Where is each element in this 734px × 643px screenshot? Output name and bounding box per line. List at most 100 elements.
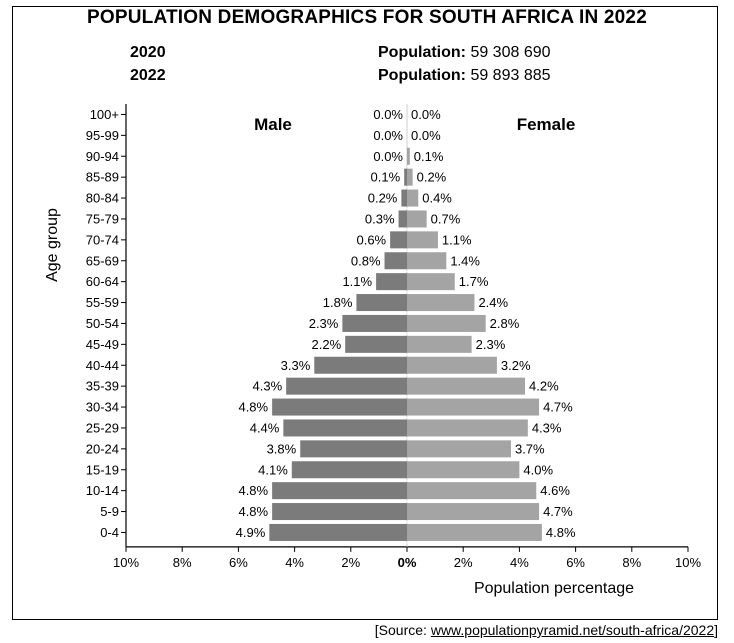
source-citation: [Source: www.populationpyramid.net/south… bbox=[375, 622, 718, 638]
series-label-female: Female bbox=[517, 115, 576, 134]
male-bar bbox=[404, 168, 407, 186]
x-tick-label: 8% bbox=[622, 555, 641, 570]
male-bar bbox=[269, 523, 407, 541]
y-tick-label: 35-39 bbox=[86, 379, 119, 394]
male-value-label: 2.3% bbox=[309, 316, 339, 331]
x-tick-label: 4% bbox=[285, 555, 304, 570]
male-bar bbox=[291, 461, 407, 479]
male-value-label: 4.4% bbox=[250, 420, 280, 435]
year-2020: 2020 bbox=[130, 44, 166, 61]
x-tick-label: 4% bbox=[510, 555, 529, 570]
female-bar bbox=[407, 440, 511, 458]
female-value-label: 3.7% bbox=[515, 441, 545, 456]
female-value-label: 4.7% bbox=[543, 504, 573, 519]
male-value-label: 4.3% bbox=[253, 379, 283, 394]
female-value-label: 4.3% bbox=[532, 420, 562, 435]
y-tick-label: 40-44 bbox=[86, 358, 119, 373]
x-tick-label: 0% bbox=[398, 555, 417, 570]
female-bar bbox=[407, 503, 540, 521]
source-suffix: ] bbox=[714, 622, 718, 638]
male-value-label: 0.0% bbox=[373, 128, 403, 143]
female-bar bbox=[407, 335, 472, 353]
male-bar bbox=[283, 419, 407, 437]
y-tick-label: 70-74 bbox=[86, 232, 119, 247]
source-link[interactable]: www.populationpyramid.net/south-africa/2… bbox=[430, 622, 715, 638]
female-value-label: 0.4% bbox=[422, 191, 452, 206]
male-value-label: 3.8% bbox=[267, 441, 297, 456]
male-value-label: 0.3% bbox=[365, 211, 395, 226]
y-axis-title: Age group bbox=[44, 208, 61, 282]
male-bar bbox=[272, 398, 407, 416]
male-bar bbox=[401, 189, 407, 207]
female-value-label: 4.7% bbox=[543, 400, 573, 415]
female-value-label: 3.2% bbox=[501, 358, 531, 373]
male-bar bbox=[272, 482, 407, 500]
male-bar bbox=[342, 314, 407, 332]
female-bar bbox=[407, 461, 520, 479]
male-bar bbox=[384, 252, 407, 270]
population-value: 59 893 885 bbox=[470, 67, 551, 84]
female-bar bbox=[407, 523, 542, 541]
chart-frame bbox=[12, 6, 718, 620]
female-bar bbox=[407, 147, 410, 165]
x-tick-label: 10% bbox=[113, 555, 139, 570]
male-value-label: 0.0% bbox=[373, 149, 403, 164]
x-tick-label: 6% bbox=[566, 555, 585, 570]
x-tick-label: 6% bbox=[229, 555, 248, 570]
female-bar bbox=[407, 377, 526, 395]
y-tick-label: 75-79 bbox=[86, 211, 119, 226]
male-value-label: 2.2% bbox=[312, 337, 342, 352]
female-value-label: 0.7% bbox=[431, 211, 461, 226]
male-bar bbox=[300, 440, 407, 458]
female-value-label: 4.8% bbox=[546, 525, 576, 540]
male-value-label: 0.0% bbox=[373, 107, 403, 122]
y-tick-label: 60-64 bbox=[86, 274, 119, 289]
y-tick-label: 20-24 bbox=[86, 441, 119, 456]
y-tick-label: 0-4 bbox=[100, 525, 119, 540]
year-2022: 2022 bbox=[130, 67, 166, 84]
male-value-label: 4.8% bbox=[238, 504, 268, 519]
y-tick-label: 55-59 bbox=[86, 295, 119, 310]
female-value-label: 4.0% bbox=[523, 462, 553, 477]
y-tick-label: 10-14 bbox=[86, 483, 119, 498]
male-bar bbox=[286, 377, 407, 395]
female-value-label: 0.2% bbox=[417, 170, 447, 185]
female-value-label: 1.4% bbox=[450, 253, 480, 268]
female-value-label: 2.4% bbox=[478, 295, 508, 310]
male-bar bbox=[356, 294, 407, 312]
female-value-label: 2.3% bbox=[476, 337, 506, 352]
population-2022: Population: 59 893 885 bbox=[378, 67, 551, 85]
chart-title: POPULATION DEMOGRAPHICS FOR SOUTH AFRICA… bbox=[87, 7, 647, 28]
y-tick-label: 85-89 bbox=[86, 170, 119, 185]
male-value-label: 3.3% bbox=[281, 358, 311, 373]
male-value-label: 4.9% bbox=[236, 525, 266, 540]
female-bar bbox=[407, 294, 475, 312]
source-prefix: [Source: bbox=[374, 622, 427, 638]
female-bar bbox=[407, 189, 419, 207]
y-tick-label: 45-49 bbox=[86, 337, 119, 352]
y-tick-label: 50-54 bbox=[86, 316, 119, 331]
y-tick-label: 80-84 bbox=[86, 191, 119, 206]
y-tick-label: 100+ bbox=[90, 107, 119, 122]
female-value-label: 2.8% bbox=[490, 316, 520, 331]
male-bar bbox=[398, 210, 407, 228]
female-bar bbox=[407, 314, 486, 332]
female-value-label: 1.1% bbox=[442, 232, 472, 247]
female-value-label: 1.7% bbox=[459, 274, 489, 289]
y-tick-label: 5-9 bbox=[100, 504, 119, 519]
y-tick-label: 15-19 bbox=[86, 462, 119, 477]
male-bar bbox=[376, 273, 407, 291]
y-tick-label: 90-94 bbox=[86, 149, 119, 164]
y-tick-label: 65-69 bbox=[86, 253, 119, 268]
female-bar bbox=[407, 356, 497, 374]
female-bar bbox=[407, 231, 438, 249]
x-axis-title: Population percentage bbox=[474, 580, 634, 597]
male-value-label: 0.2% bbox=[368, 191, 398, 206]
y-tick-label: 95-99 bbox=[86, 128, 119, 143]
male-value-label: 0.1% bbox=[371, 170, 401, 185]
female-value-label: 0.0% bbox=[411, 128, 441, 143]
male-value-label: 1.1% bbox=[342, 274, 372, 289]
female-bar bbox=[407, 398, 540, 416]
female-value-label: 0.0% bbox=[411, 107, 441, 122]
